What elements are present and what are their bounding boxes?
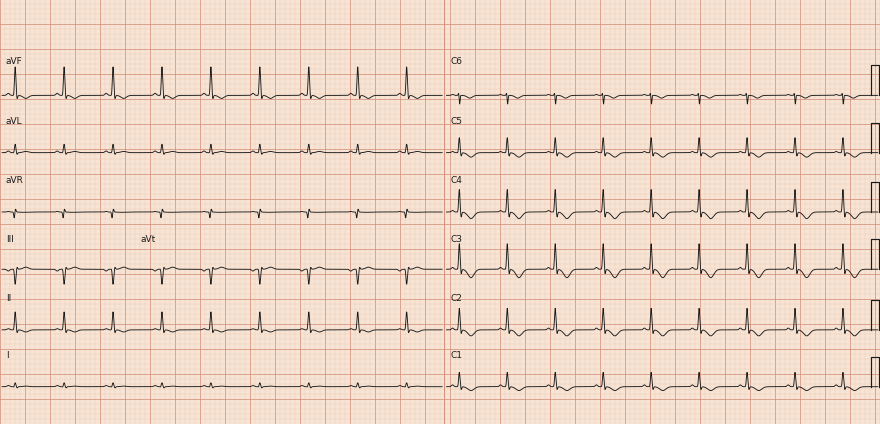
Text: C3: C3	[451, 234, 462, 244]
Text: aVt: aVt	[141, 234, 156, 244]
Text: aVL: aVL	[6, 117, 23, 126]
Text: C2: C2	[451, 294, 462, 303]
Text: I: I	[6, 351, 9, 360]
Text: C4: C4	[451, 176, 462, 185]
Text: C6: C6	[451, 57, 462, 67]
Text: III: III	[6, 234, 14, 244]
Text: C1: C1	[451, 351, 462, 360]
Text: aVR: aVR	[6, 176, 24, 185]
Text: C5: C5	[451, 117, 462, 126]
Text: aVF: aVF	[6, 57, 23, 67]
Text: II: II	[6, 294, 11, 303]
